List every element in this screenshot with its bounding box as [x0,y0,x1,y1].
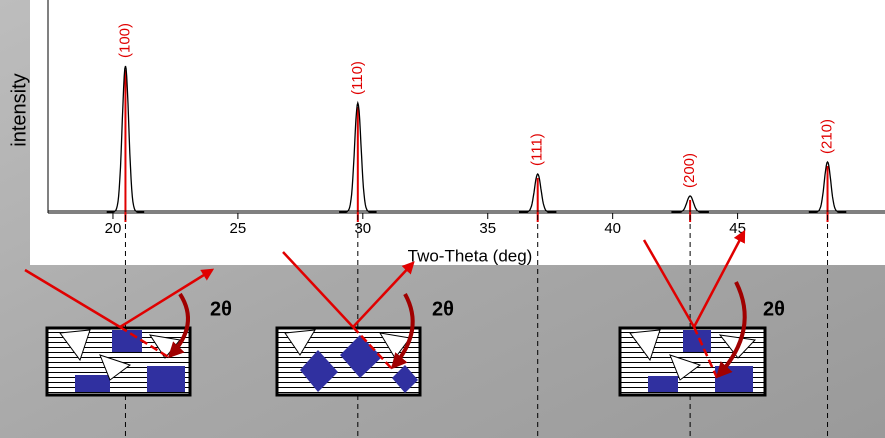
angle-label: 2θ [763,298,785,320]
x-tick-label: 35 [479,220,496,237]
peak-label: (210) [819,119,836,154]
x-tick-label: 25 [230,220,247,237]
crystal [45,326,192,397]
peak [808,160,847,213]
x-tick-label: 40 [604,220,621,237]
peak-label: (200) [681,153,698,188]
rays [24,229,746,381]
plot-panel [30,0,885,265]
peak [519,173,557,213]
peak [339,100,377,213]
peak-label: (110) [349,61,366,95]
peak-label: (111) [529,133,546,166]
x-tick-label: 20 [105,220,122,237]
x-tick-label: 30 [354,220,371,237]
peak [106,65,145,213]
peak-label: (100) [116,23,133,58]
angle-label: 2θ [210,298,232,320]
diagram: 2θ 2θ 2θ [24,229,785,397]
angle-label: 2θ [432,298,454,320]
y-axis-label: intensity [8,73,30,146]
angle-arcs [167,281,747,379]
peak [671,195,709,213]
x-axis-label: Two-Theta (deg) [408,246,533,265]
